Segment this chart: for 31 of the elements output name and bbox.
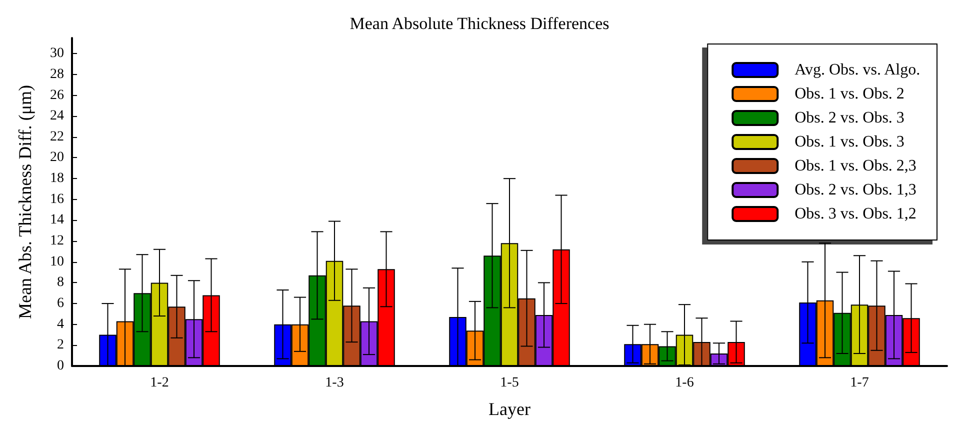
y-tick-label: 10: [50, 254, 64, 270]
y-tick-label: 4: [57, 316, 64, 332]
y-tick-label: 2: [57, 338, 64, 353]
y-tick-label: 18: [50, 171, 64, 186]
y-tick-label: 0: [57, 358, 64, 374]
y-tick-label: 16: [50, 192, 64, 207]
y-tick-label: 14: [50, 212, 64, 228]
legend-label: Obs. 3 vs. Obs. 1,2: [794, 206, 916, 222]
y-tick-label: 30: [50, 46, 64, 62]
legend-label: Obs. 1 vs. Obs. 2: [794, 86, 904, 102]
legend-label: Avg. Obs. vs. Algo.: [794, 62, 920, 78]
legend-label: Obs. 1 vs. Obs. 2,3: [794, 158, 916, 174]
chart-title: Mean Absolute Thickness Differences: [350, 14, 610, 33]
x-axis-title: Layer: [488, 399, 530, 419]
x-tick-label: 1-6: [675, 376, 694, 390]
y-tick-label: 12: [50, 234, 64, 249]
legend-label: Obs. 2 vs. Obs. 3: [794, 110, 904, 126]
legend-label: Obs. 2 vs. Obs. 1,3: [794, 182, 916, 198]
y-tick-label: 20: [50, 150, 64, 166]
y-tick-label: 8: [57, 275, 64, 290]
y-axis-title: Mean Abs. Thickness Diff. (μm): [15, 85, 35, 319]
x-tick-label: 1-2: [150, 376, 169, 390]
legend-label: Obs. 1 vs. Obs. 3: [794, 134, 904, 150]
x-tick-label: 1-7: [850, 376, 869, 390]
y-tick-label: 22: [50, 129, 64, 144]
x-tick-label: 1-5: [500, 376, 519, 390]
y-tick-label: 28: [50, 66, 64, 82]
x-tick-label: 1-3: [325, 376, 344, 390]
y-tick-label: 6: [57, 296, 64, 312]
y-tick-label: 24: [50, 108, 64, 124]
y-tick-label: 26: [50, 88, 64, 103]
